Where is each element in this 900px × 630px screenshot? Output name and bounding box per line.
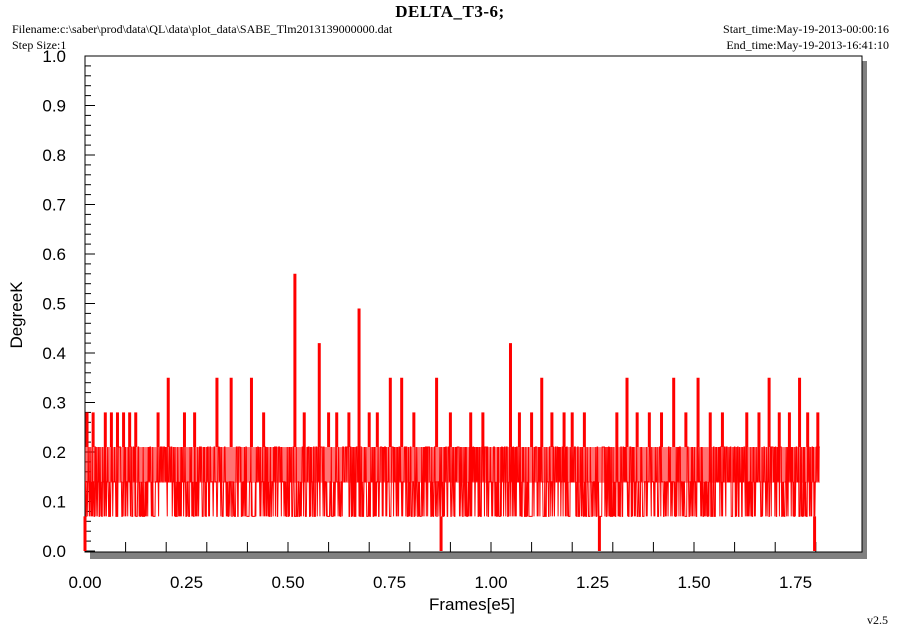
x-tick-label: 0.25 [170,573,203,592]
data-series [83,273,820,551]
y-tick-label: 0.0 [42,542,66,561]
y-tick-label: 0.9 [42,97,66,116]
y-tick-label: 0.1 [42,493,66,512]
version-label: v2.5 [867,613,888,627]
y-tick-label: 0.5 [42,295,66,314]
x-axis: 0.00 0.25 0.50 0.75 1.00 1.25 1.50 1.75 [68,542,817,592]
y-tick-label: 0.4 [42,344,66,363]
y-tick-label: 0.6 [42,245,66,264]
x-tick-label: 1.00 [474,573,507,592]
y-tick-label: 0.3 [42,394,66,413]
y-tick-label: 0.7 [42,196,66,215]
series-core [85,447,820,483]
x-tick-label: 1.25 [576,573,609,592]
y-tick-label: 0.2 [42,443,66,462]
filename-label: Filename:c:\saber\prod\data\QL\data\plot… [12,22,393,36]
start-time-label: Start_time:May-19-2013-00:00:16 [723,22,889,36]
step-size-label: Step Size:1 [12,38,67,52]
y-tick-label: 0.8 [42,146,66,165]
x-tick-label: 0.50 [271,573,304,592]
chart-title: DELTA_T3-6; [395,2,505,21]
x-axis-label: Frames[e5] [429,595,515,614]
x-tick-label: 1.75 [779,573,812,592]
y-tick-label: 1.0 [42,47,66,66]
x-tick-label: 0.75 [373,573,406,592]
y-axis-label: DegreeK [7,281,26,349]
end-time-label: End_time:May-19-2013-16:41:10 [726,38,889,52]
x-tick-label: 0.00 [68,573,101,592]
x-tick-label: 1.50 [677,573,710,592]
